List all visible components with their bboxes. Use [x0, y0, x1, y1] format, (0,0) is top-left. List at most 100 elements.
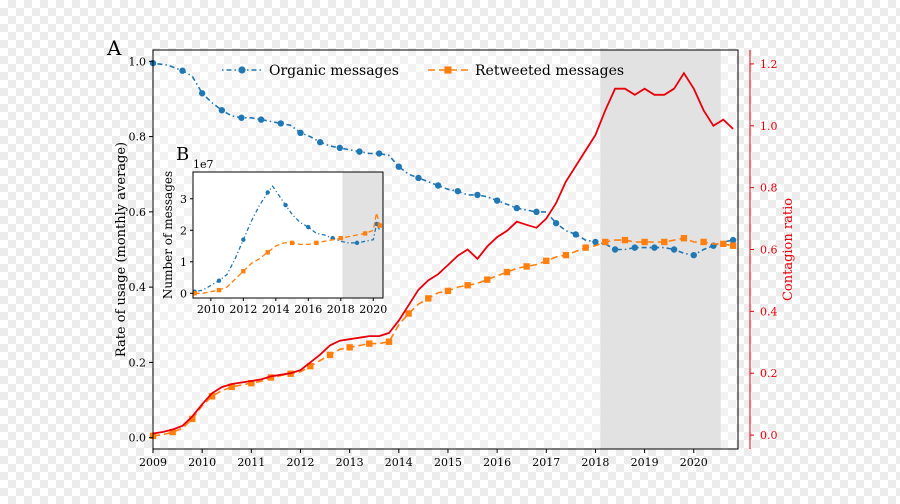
data-point — [375, 150, 383, 157]
data-point — [729, 236, 737, 244]
data-point — [552, 219, 560, 227]
data-point — [297, 129, 304, 137]
inset-x-tick-label: 2016 — [294, 303, 322, 316]
data-point — [218, 107, 226, 114]
data-point — [238, 114, 245, 121]
axes-frame — [152, 49, 739, 450]
y2-tick-label: 0.0 — [760, 429, 778, 442]
data-point — [179, 67, 186, 74]
y2-tick-label: 0.6 — [760, 244, 778, 257]
data-point — [474, 191, 481, 199]
inset-data-point — [192, 291, 197, 296]
data-point — [493, 197, 501, 204]
y-tick-label: 1.0 — [129, 55, 147, 68]
inset-data-point — [265, 250, 270, 255]
legend-label: Organic messages — [269, 63, 399, 79]
inset-data-point — [265, 190, 270, 195]
data-point — [415, 174, 422, 182]
data-point — [690, 251, 697, 259]
inset-data-point — [216, 278, 222, 283]
data-point — [208, 393, 216, 400]
legend-label: Retweeted messages — [475, 63, 624, 79]
data-point — [248, 379, 255, 387]
data-point — [228, 383, 235, 391]
data-point — [523, 263, 530, 270]
x-tick-label: 2017 — [532, 456, 560, 469]
x-tick-label: 2019 — [631, 456, 659, 469]
data-point — [670, 246, 678, 253]
panel-a: 2009 2010 2011 2012 2013 2014 2015 2016 2017 2018… — [106, 36, 796, 469]
x-tick-label: 2016 — [483, 456, 511, 469]
data-point — [307, 362, 314, 370]
data-point — [729, 242, 737, 249]
data-point — [198, 90, 206, 97]
data-point — [543, 257, 550, 264]
inset-data-point — [241, 269, 246, 274]
data-point — [582, 244, 589, 251]
inset-x-tick-label: 2018 — [327, 303, 355, 316]
inset-data-point — [377, 223, 382, 228]
data-point — [503, 268, 511, 276]
y2-tick-label: 0.2 — [760, 367, 778, 380]
inset-y-tick-label: 2 — [180, 224, 187, 237]
x-tick-label: 2020 — [680, 456, 708, 469]
data-point — [434, 182, 442, 189]
y-tick-label: 0.6 — [129, 206, 147, 219]
x-tick-label: 2015 — [434, 456, 462, 469]
inset-data-point — [306, 224, 311, 230]
data-point — [513, 204, 520, 212]
y2-tick-label: 1.0 — [760, 120, 778, 133]
series-line-organic-messages — [152, 62, 734, 256]
inset-data-point — [241, 237, 246, 242]
data-point — [621, 236, 629, 244]
data-point — [405, 310, 412, 317]
inset-data-point — [338, 235, 343, 241]
y2-tick-label: 1.2 — [760, 58, 778, 71]
inset-data-point — [283, 202, 288, 208]
y-tick-label: 0.8 — [129, 131, 147, 144]
y-tick-label: 0.4 — [129, 281, 147, 294]
data-point — [464, 282, 471, 289]
data-point — [454, 187, 461, 195]
data-point — [395, 163, 402, 170]
legend-marker — [444, 66, 452, 74]
x-tick-label: 2011 — [237, 456, 265, 469]
data-point — [680, 235, 688, 242]
y2-axis-label: Contagion ratio — [781, 198, 796, 301]
y-axis-label: Rate of usage (monthly average) — [114, 142, 129, 357]
data-point — [366, 340, 373, 347]
inset-y-tick-label: 1 — [180, 256, 187, 269]
x-tick-label: 2010 — [188, 456, 216, 469]
legend-marker — [238, 66, 246, 74]
inset-data-point — [314, 240, 319, 246]
data-point — [661, 238, 668, 246]
x-tick-label: 2013 — [336, 456, 364, 469]
inset-x-tick-label: 2012 — [229, 303, 257, 316]
panel-label-b: B — [176, 144, 189, 165]
data-point — [611, 246, 619, 253]
inset-y-axis-label: Number of messages — [161, 171, 175, 299]
data-point — [346, 344, 353, 351]
data-point — [602, 238, 609, 246]
data-point — [631, 244, 638, 251]
panel-label-a: A — [106, 36, 122, 60]
data-point — [700, 238, 707, 246]
data-point — [189, 415, 196, 423]
data-point — [169, 428, 176, 436]
y2-tick-label: 0.4 — [760, 305, 778, 318]
inset-axes-frame — [192, 171, 384, 299]
data-point — [336, 144, 344, 152]
data-point — [385, 338, 393, 345]
data-point — [257, 116, 265, 123]
y-tick-label: 0.0 — [129, 432, 147, 445]
inset-data-point — [354, 240, 360, 246]
data-point — [326, 351, 334, 359]
x-tick-label: 2012 — [286, 456, 314, 469]
inset-x-tick-label: 2010 — [197, 303, 225, 316]
inset-shaded-region — [342, 172, 383, 298]
data-point — [484, 276, 491, 283]
y2-tick-label: 0.8 — [760, 182, 778, 195]
data-point — [651, 244, 658, 251]
data-point — [356, 148, 363, 155]
